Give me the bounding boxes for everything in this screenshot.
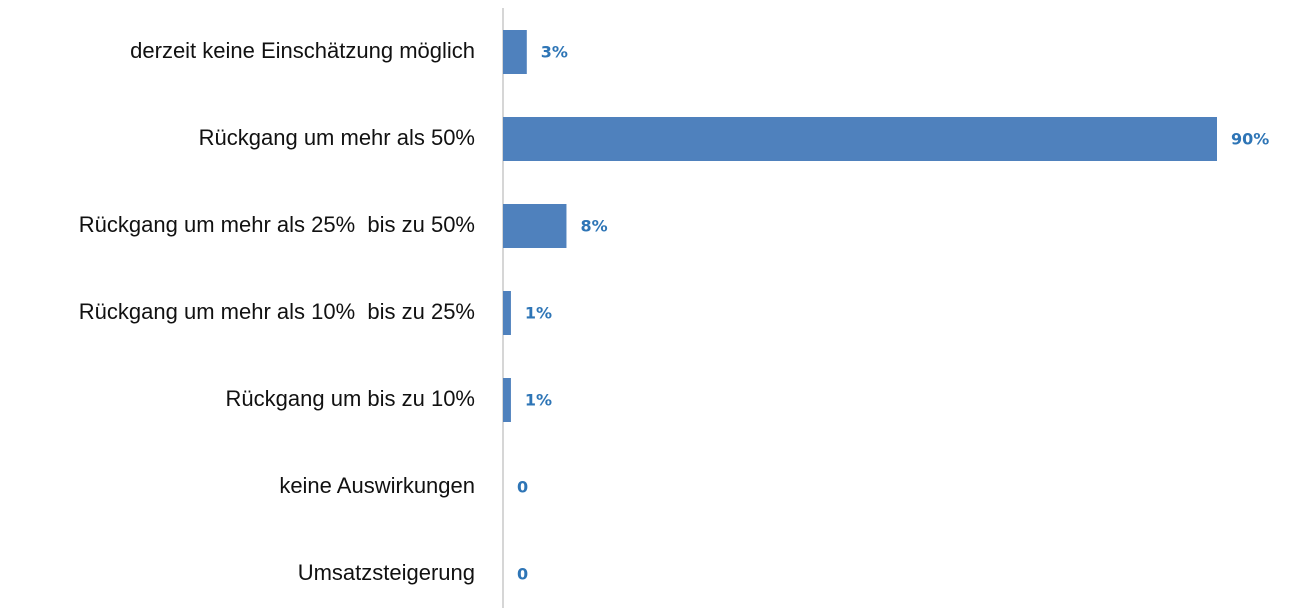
bar xyxy=(503,204,567,248)
value-label: 1% xyxy=(525,391,552,410)
bar xyxy=(503,117,1217,161)
bar xyxy=(503,291,511,335)
category-label: Rückgang um mehr als 50% xyxy=(199,125,475,150)
bar xyxy=(503,30,527,74)
value-label: 0 xyxy=(517,565,528,584)
category-label: Rückgang um bis zu 10% xyxy=(226,386,475,411)
category-label: Rückgang um mehr als 25% bis zu 50% xyxy=(79,212,475,237)
value-label: 90% xyxy=(1231,130,1269,149)
category-label: derzeit keine Einschätzung möglich xyxy=(130,38,475,63)
value-label: 1% xyxy=(525,304,552,323)
bar xyxy=(503,378,511,422)
value-label: 8% xyxy=(580,217,607,236)
value-label: 3% xyxy=(541,43,568,62)
category-label: Umsatzsteigerung xyxy=(298,560,475,585)
value-label: 0 xyxy=(517,478,528,497)
category-label: Rückgang um mehr als 10% bis zu 25% xyxy=(79,299,475,324)
category-label: keine Auswirkungen xyxy=(279,473,475,498)
